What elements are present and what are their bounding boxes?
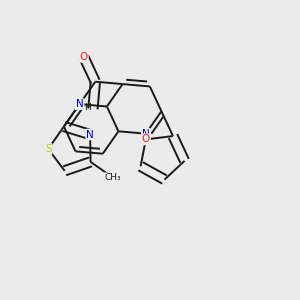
Text: N: N [76, 99, 83, 109]
Text: O: O [142, 134, 150, 144]
Text: CH₃: CH₃ [105, 173, 121, 182]
Text: O: O [80, 52, 88, 62]
Text: S: S [45, 144, 52, 154]
Text: N: N [142, 129, 150, 139]
Text: H: H [84, 103, 91, 112]
Text: N: N [86, 130, 94, 140]
